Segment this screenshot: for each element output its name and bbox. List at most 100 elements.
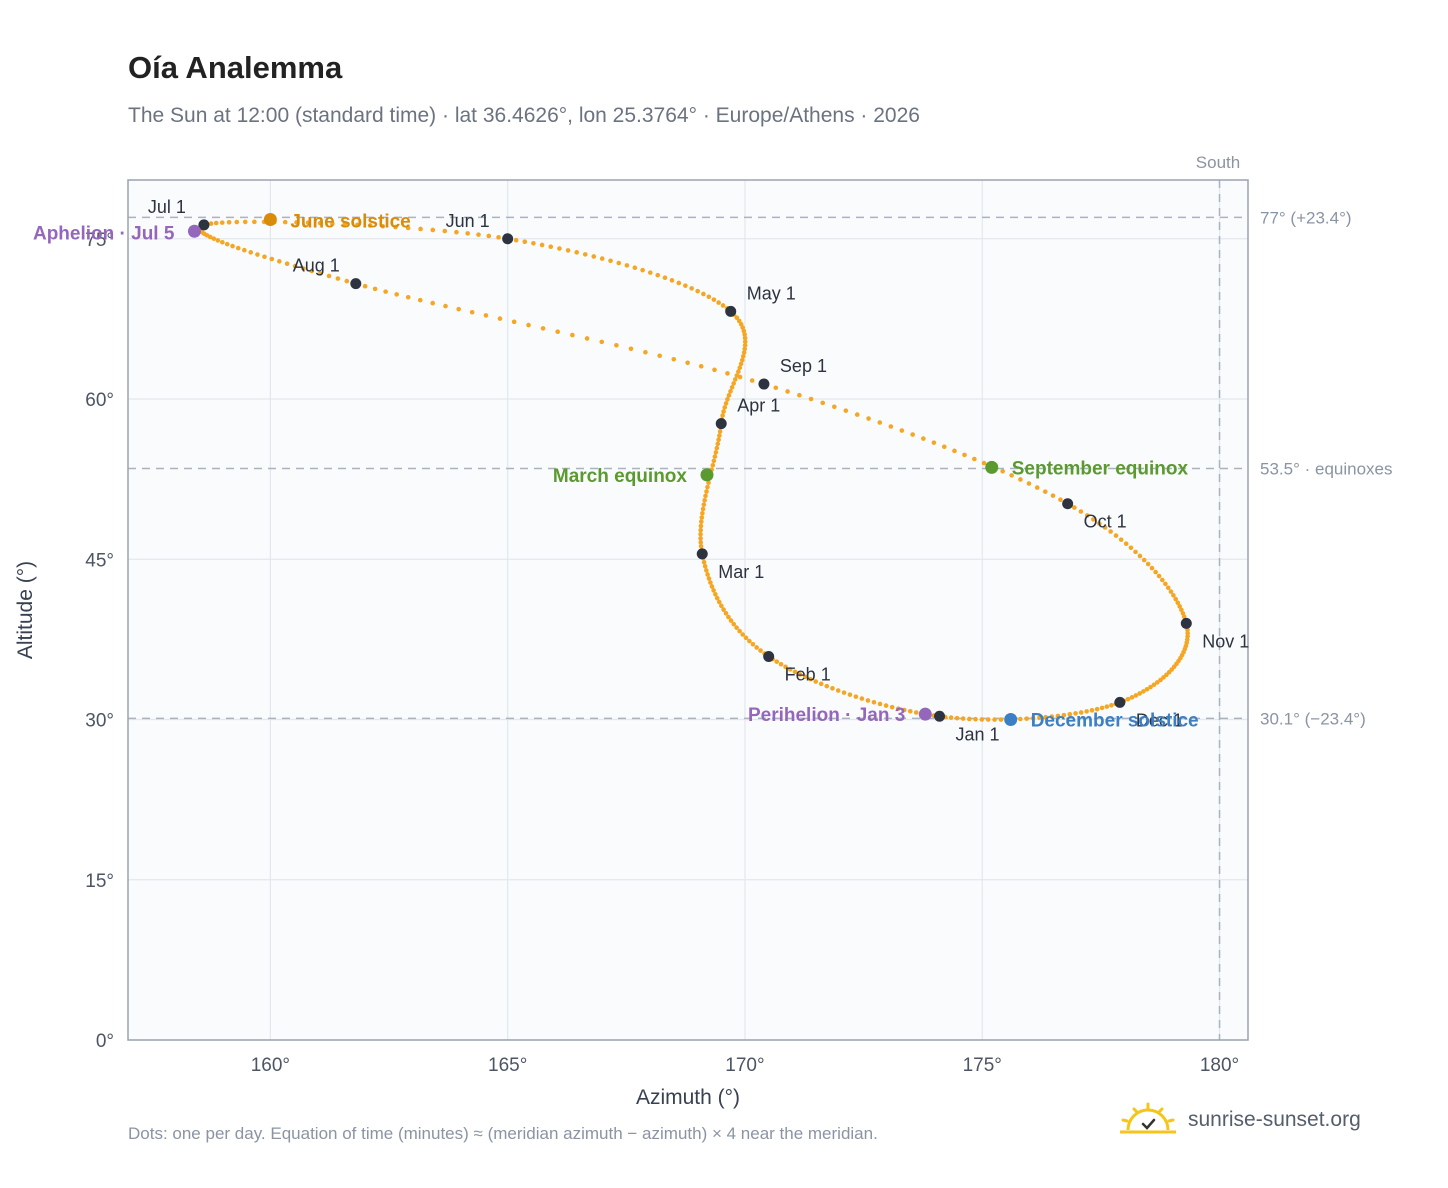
month-label: Jul 1 [148,197,186,217]
daily-dot [721,409,726,414]
daily-dot [1137,553,1143,559]
daily-dot [910,432,915,437]
daily-dot [213,220,219,226]
daily-dot [608,258,613,264]
daily-dot [712,454,718,459]
month-marker [1114,696,1126,708]
daily-dot [1089,708,1095,713]
daily-dot [737,365,743,371]
month-marker [198,219,210,231]
daily-dot [1030,715,1036,721]
daily-dot [702,497,707,503]
daily-dot [1018,477,1023,482]
daily-dot [749,378,755,383]
daily-dot [716,300,721,305]
event-markers: December solstice Perihelion · Jan 3 March… [33,212,1199,732]
daily-dot [1148,684,1153,690]
daily-dot [734,625,739,630]
daily-dot [669,278,675,283]
daily-dot [698,540,704,545]
daily-dot [689,286,694,291]
y-axis-label: Altitude (°) [14,561,37,659]
daily-dot [888,424,894,429]
daily-dot [557,246,562,251]
daily-dot [948,715,954,720]
daily-dot [207,234,213,240]
daily-dot [747,638,752,644]
daily-dot [787,667,793,672]
daily-dot [921,436,926,441]
daily-dot [843,408,849,413]
daily-dot [1037,715,1042,721]
event-label: September equinox [1012,458,1189,479]
brand-logo: sunrise-sunset.org [1118,1102,1361,1138]
daily-dot [220,239,225,245]
month-label: Sep 1 [780,356,827,376]
daily-dot [317,220,323,226]
daily-dot [496,235,501,240]
daily-dot [720,303,726,308]
daily-dot [740,632,746,637]
daily-dot [1158,677,1163,683]
daily-dot [832,404,837,410]
daily-dot [704,568,709,573]
daily-dot [430,227,436,233]
daily-dot [695,288,700,294]
daily-dot [1094,706,1100,712]
daily-dot [713,592,718,597]
y-tick-label: 60° [85,390,114,411]
daily-dot [1151,682,1157,688]
daily-dot [643,349,648,355]
month-marker [1180,617,1192,629]
daily-dot [465,231,470,236]
daily-dot [967,716,972,722]
reference-line-label: 77° (+23.4°) [1260,208,1352,227]
daily-dot [698,364,704,369]
event-marker [263,213,277,227]
daily-dot [708,580,713,585]
daily-dot [655,272,661,278]
daily-dot [1153,569,1158,575]
daily-dot [741,350,747,355]
daily-dot [1102,525,1108,530]
event-label: December solstice [1031,711,1199,732]
daily-dot [1104,704,1110,709]
daily-dot [877,701,883,707]
daily-dot [734,315,740,320]
daily-dot [732,377,738,382]
daily-dot [698,536,703,541]
daily-dot [1067,712,1073,717]
x-axis-label: Azimuth (°) [636,1086,740,1109]
daily-dot [715,441,721,447]
daily-dot [802,674,808,680]
event-marker [187,224,201,238]
daily-dot [599,339,605,345]
daily-dot [710,462,716,468]
daily-dot [711,458,717,464]
event-label: Aphelion · Jul 5 [33,223,175,244]
daily-dot [1163,581,1168,587]
daily-dot [362,283,368,289]
daily-dot [531,241,536,246]
daily-dot [866,416,871,421]
daily-dot [344,278,350,284]
y-tick-label: 0° [96,1031,114,1052]
daily-dot [743,635,749,641]
daily-dot [599,256,605,261]
month-marker [696,548,708,560]
daily-dot [1160,577,1165,583]
daily-dot [737,374,743,380]
daily-dot [1000,468,1005,474]
daily-dot [226,220,232,225]
daily-dot [736,369,741,374]
daily-dot [1078,509,1084,514]
month-label: Feb 1 [785,664,831,684]
month-marker [715,418,727,430]
daily-dot [725,371,730,376]
month-label: Nov 1 [1202,631,1249,651]
daily-dot [706,294,712,300]
daily-dot [705,484,710,490]
daily-dot [706,480,711,486]
daily-dot [877,420,883,425]
daily-dot [954,715,960,721]
